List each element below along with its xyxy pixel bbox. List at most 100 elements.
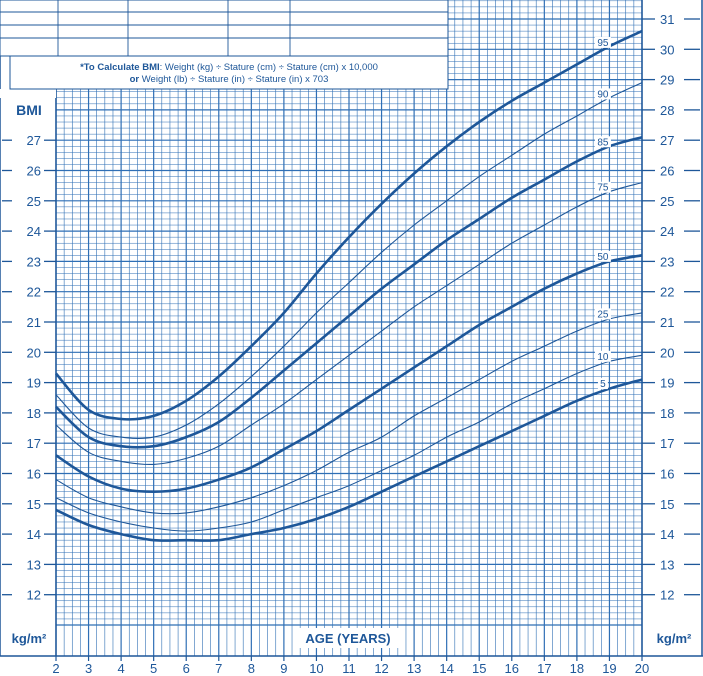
percentile-label-90: 90 [597, 89, 609, 100]
y-tick-right: 21 [660, 315, 674, 330]
x-tick-label: 12 [374, 661, 388, 676]
percentile-label-25: 25 [597, 309, 609, 320]
left-tick-bg [12, 132, 44, 149]
percentile-label-95: 95 [597, 38, 609, 49]
percentile-label-5: 5 [600, 379, 606, 390]
right-tick-bg [655, 556, 685, 573]
formula-line-1-bold: *To Calculate BMI [80, 62, 160, 73]
formula-line-2: or Weight (lb) ÷ Stature (in) ÷ Stature … [130, 74, 329, 85]
x-tick-label: 9 [280, 661, 287, 676]
x-tick-label: 7 [215, 661, 222, 676]
x-axis-title-background [296, 628, 400, 648]
formula-box: *To Calculate BMI: Weight (kg) ÷ Stature… [9, 55, 449, 90]
y-unit-left: kg/m² [12, 631, 47, 646]
y-tick-right: 27 [660, 133, 674, 148]
formula-line-1: *To Calculate BMI: Weight (kg) ÷ Stature… [80, 62, 378, 73]
y-unit-right: kg/m² [657, 631, 692, 646]
y-tick-right: 13 [660, 557, 674, 572]
right-tick-bg [655, 192, 685, 209]
y-tick-left: 17 [27, 436, 41, 451]
left-tick-bg [12, 435, 44, 452]
y-tick-right: 18 [660, 406, 674, 421]
y-tick-left: 21 [27, 315, 41, 330]
y-tick-right: 19 [660, 376, 674, 391]
y-tick-left: 23 [27, 254, 41, 269]
left-tick-bg [12, 162, 44, 179]
y-tick-right: 24 [660, 224, 674, 239]
x-tick-label: 3 [85, 661, 92, 676]
left-tick-bg [12, 223, 44, 240]
percentile-curve-5 [55, 378, 643, 542]
x-axis: 2 3 4 5 6 7 8 9 10 11 12 13 14 15 16 17 18 19 20 [0, 656, 703, 676]
x-tick-label: 16 [505, 661, 519, 676]
x-tick-label: 13 [407, 661, 421, 676]
y-tick-left: 16 [27, 467, 41, 482]
right-tick-bg [655, 132, 685, 149]
percentile-label-bg-25 [594, 308, 611, 320]
percentile-label-75: 75 [597, 183, 609, 194]
percentile-label-bg-10 [594, 350, 611, 362]
percentile-label-10: 10 [597, 352, 609, 363]
x-tick-label: 2 [52, 661, 59, 676]
y-tick-left: 26 [27, 164, 41, 179]
y-tick-left: 25 [27, 194, 41, 209]
y-axis-title: BMI [16, 102, 42, 118]
percentile-curve-95 [55, 29, 643, 421]
top-table [0, 0, 449, 98]
right-tick-bg [655, 314, 685, 330]
bmi-label-background [10, 101, 46, 119]
percentile-label-85: 85 [597, 137, 609, 148]
x-tick-label: 18 [570, 661, 584, 676]
formula-box-background [9, 55, 449, 90]
y-tick-right: 16 [660, 467, 674, 482]
y-tick-right: 31 [660, 12, 674, 27]
right-tick-bg [655, 586, 685, 603]
percentile-curve-75 [55, 182, 643, 466]
y-tick-right: 29 [660, 73, 674, 88]
x-tick-label: 8 [248, 661, 255, 676]
percentile-label-bg-75 [594, 181, 611, 193]
percentile-curve-85 [55, 135, 643, 449]
right-tick-bg [655, 495, 685, 512]
y-tick-right: 12 [660, 588, 674, 603]
top-table-background [0, 0, 449, 57]
y-tick-left: 14 [27, 527, 41, 542]
percentile-label-bg-50 [594, 250, 611, 262]
unit-right-background [650, 628, 698, 648]
left-tick-bg [12, 404, 44, 421]
percentile-curve-50 [55, 254, 643, 494]
percentile-label-bg-95 [594, 36, 611, 48]
y-tick-left: 20 [27, 345, 41, 360]
x-tick-label: 5 [150, 661, 157, 676]
y-tick-left: 13 [27, 557, 41, 572]
left-tick-bg [12, 192, 44, 209]
y-tick-right: 22 [660, 285, 674, 300]
x-tick-label: 4 [117, 661, 124, 676]
left-tick-bg [12, 314, 44, 330]
y-tick-right: 23 [660, 254, 674, 269]
formula-line-2-rest: Weight (lb) ÷ Stature (in) ÷ Stature (in… [139, 74, 328, 85]
y-tick-left: 22 [27, 285, 41, 300]
y-tick-left: 27 [27, 133, 41, 148]
left-tick-bg [12, 495, 44, 512]
percentile-curve-10 [55, 354, 643, 532]
right-tick-bg [655, 162, 685, 179]
percentile-curve-90 [55, 82, 643, 440]
top-left-gap [0, 89, 56, 98]
left-tick-bg [12, 465, 44, 482]
right-tick-bg [655, 283, 685, 300]
x-axis-title: AGE (YEARS) [305, 631, 390, 646]
right-tick-bg [655, 11, 685, 27]
y-tick-right: 14 [660, 527, 674, 542]
y-tick-left: 15 [27, 497, 41, 512]
percentile-label-bg-90 [594, 88, 611, 100]
right-tick-bg [655, 374, 685, 391]
percentile-curve-25 [55, 312, 643, 515]
percentile-label-bg-5 [597, 378, 608, 390]
y-axis-left: 12 13 14 15 16 17 18 19 20 21 22 23 24 25 26 27 [2, 132, 56, 603]
right-tick-bg [655, 101, 685, 118]
right-tick-bg [655, 223, 685, 240]
x-tick-label: 15 [472, 661, 486, 676]
y-tick-left: 24 [27, 224, 41, 239]
